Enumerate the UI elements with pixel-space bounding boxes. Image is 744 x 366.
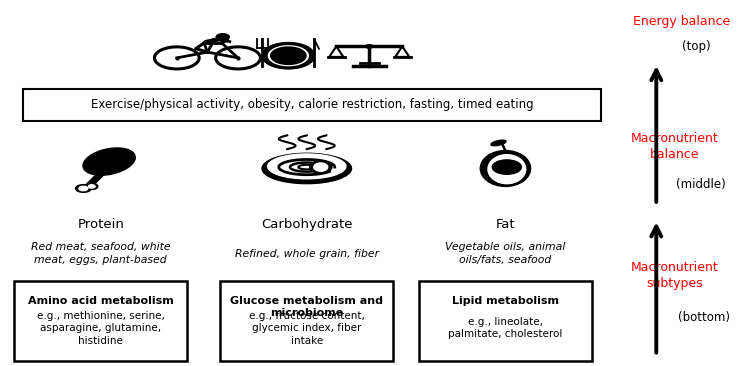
Text: (bottom): (bottom)	[678, 311, 730, 324]
Ellipse shape	[491, 140, 506, 146]
Circle shape	[366, 45, 373, 48]
Ellipse shape	[268, 154, 346, 179]
Ellipse shape	[310, 161, 332, 173]
Text: Amino acid metabolism: Amino acid metabolism	[28, 296, 173, 306]
Text: Protein: Protein	[77, 218, 124, 231]
Text: Macronutrient
subtypes: Macronutrient subtypes	[631, 261, 719, 290]
Text: Lipid metabolism: Lipid metabolism	[452, 296, 559, 306]
Text: Exercise/physical activity, obesity, calorie restriction, fasting, timed eating: Exercise/physical activity, obesity, cal…	[91, 98, 533, 111]
Text: Energy balance: Energy balance	[633, 15, 731, 28]
Text: Vegetable oils, animal
oils/fats, seafood: Vegetable oils, animal oils/fats, seafoo…	[446, 242, 565, 265]
Text: Fat: Fat	[496, 218, 516, 231]
Text: Red meat, seafood, white
meat, eggs, plant-based: Red meat, seafood, white meat, eggs, pla…	[31, 242, 170, 265]
Circle shape	[89, 185, 95, 188]
Text: e.g., lineolate,
palmitate, cholesterol: e.g., lineolate, palmitate, cholesterol	[448, 317, 562, 340]
FancyBboxPatch shape	[24, 89, 601, 121]
Ellipse shape	[481, 150, 530, 186]
Text: Refined, whole grain, fiber: Refined, whole grain, fiber	[234, 249, 379, 259]
Text: (middle): (middle)	[676, 178, 725, 191]
Text: Macronutrient
balance: Macronutrient balance	[631, 132, 719, 161]
Ellipse shape	[262, 153, 351, 184]
Circle shape	[76, 184, 92, 193]
Text: (top): (top)	[682, 40, 711, 53]
Text: e.g., methionine, serine,
asparagine, glutamine,
histidine: e.g., methionine, serine, asparagine, gl…	[36, 311, 164, 346]
Circle shape	[493, 160, 522, 174]
Ellipse shape	[83, 148, 135, 175]
FancyBboxPatch shape	[220, 281, 394, 361]
Ellipse shape	[314, 163, 328, 171]
FancyBboxPatch shape	[419, 281, 592, 361]
Circle shape	[217, 34, 229, 40]
Circle shape	[263, 43, 314, 68]
Text: e.g., fructose content,
glycemic index, fiber
intake: e.g., fructose content, glycemic index, …	[248, 311, 365, 346]
Text: Carbohydrate: Carbohydrate	[261, 218, 353, 231]
Ellipse shape	[488, 155, 526, 184]
FancyBboxPatch shape	[14, 281, 187, 361]
Circle shape	[269, 46, 308, 66]
Text: Glucose metabolism and
microbiome: Glucose metabolism and microbiome	[230, 296, 383, 318]
Circle shape	[271, 47, 306, 64]
Circle shape	[79, 186, 88, 191]
Circle shape	[86, 183, 98, 190]
